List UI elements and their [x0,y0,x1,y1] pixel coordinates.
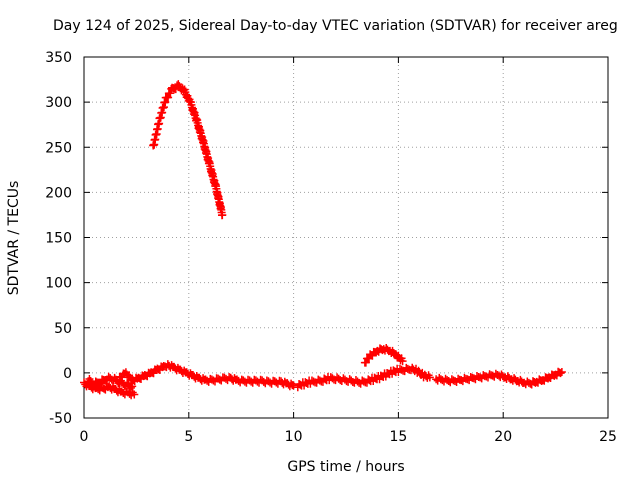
y-tick-label: 350 [45,50,72,66]
data-point [101,376,110,385]
data-point [126,383,135,392]
data-point [164,93,173,102]
data-point [557,367,566,376]
y-tick-label: 250 [45,140,72,156]
y-tick-label: 300 [45,95,72,111]
data-point [361,358,370,367]
data-point [556,369,565,378]
y-tick-label: 200 [45,185,72,201]
y-tick-label: 150 [45,231,72,247]
series-baseline-D [293,363,434,392]
data-point [166,89,175,98]
data-point [289,381,298,390]
data-point [179,86,188,95]
tick-labels: 0 5 10 15 20 25 -50 0 50 100 150 200 250 300 350 [45,50,617,445]
x-tick-label: 10 [285,429,303,445]
y-tick-label: 0 [63,366,72,382]
series-baseline-C [115,360,298,391]
axis-ticks [83,56,609,419]
chart-title: Day 124 of 2025, Sidereal Day-to-day VTE… [53,18,618,34]
y-tick-label: 50 [54,321,72,337]
series-high-arc [149,80,227,220]
y-tick-label: -50 [49,411,72,427]
x-tick-label: 20 [494,429,512,445]
series-baseline-B [84,372,137,392]
data-point [130,390,139,399]
data-point [425,373,434,382]
data-marks [80,80,566,400]
x-axis-label: GPS time / hours [287,459,404,475]
data-point [218,210,227,219]
series-baseline-E [432,367,566,389]
series-small-bump [360,344,407,367]
x-tick-label: 25 [599,429,617,445]
data-point [95,380,104,389]
x-tick-label: 15 [389,429,407,445]
x-tick-label: 5 [184,429,193,445]
y-axis-label: SDTVAR / TECUs [6,181,22,296]
data-point [398,357,407,366]
x-tick-label: 0 [80,429,89,445]
y-tick-label: 100 [45,276,72,292]
data-point [128,382,137,391]
